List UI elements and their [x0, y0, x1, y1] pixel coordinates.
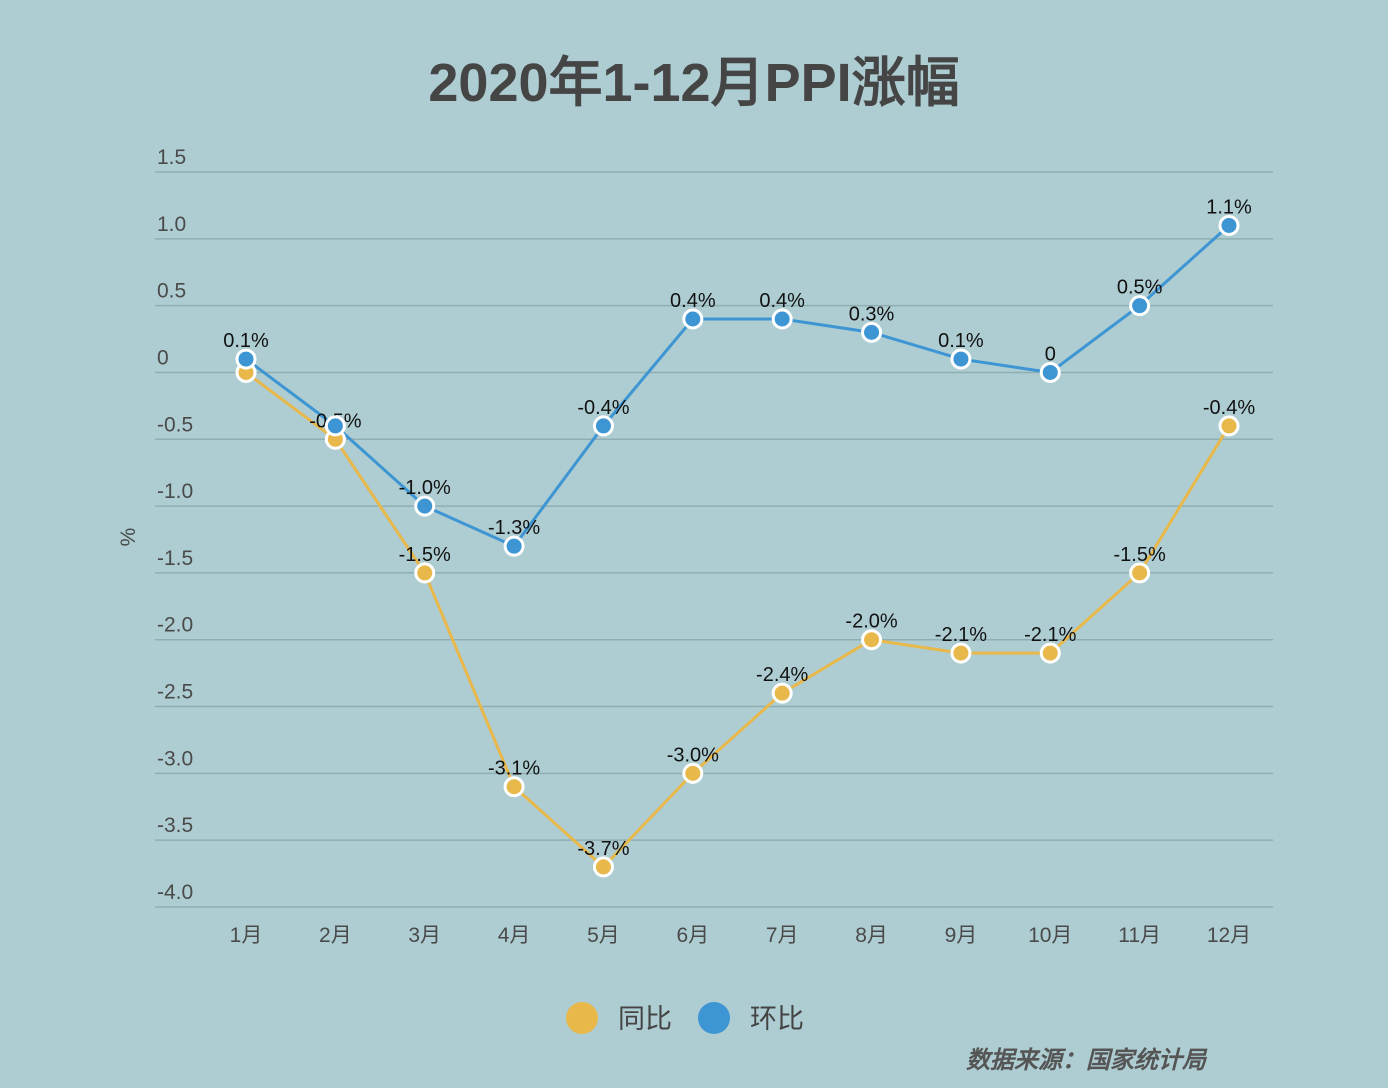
- data-point: [1129, 295, 1151, 317]
- data-point: [682, 762, 704, 784]
- x-tick-label: 4月: [498, 924, 531, 947]
- x-tick-label: 12月: [1207, 924, 1251, 947]
- data-point: [771, 682, 793, 704]
- x-tick-label: 8月: [855, 924, 888, 947]
- data-point: [414, 495, 436, 517]
- legend-marker: [566, 1002, 598, 1034]
- data-point: [592, 856, 614, 878]
- data-label: 0.4%: [670, 290, 716, 312]
- x-tick-label: 7月: [766, 924, 799, 947]
- data-point: [682, 308, 704, 330]
- data-point: [861, 321, 883, 343]
- y-tick-label: -4.0: [157, 881, 193, 904]
- data-point: [1129, 562, 1151, 584]
- x-tick-label: 5月: [587, 924, 620, 947]
- data-label: 0.4%: [759, 290, 805, 312]
- legend-label: 环比: [750, 1004, 804, 1034]
- y-tick-label: -0.5: [157, 413, 193, 436]
- data-label: -2.1%: [935, 624, 987, 646]
- data-label: 0.1%: [938, 330, 984, 352]
- y-tick-label: 0: [157, 346, 169, 369]
- x-tick-label: 10月: [1028, 924, 1072, 947]
- data-label: 0.1%: [223, 330, 269, 352]
- legend-label: 同比: [618, 1004, 672, 1034]
- data-label: -3.0%: [667, 744, 719, 766]
- data-point: [414, 562, 436, 584]
- data-label: -2.4%: [756, 664, 808, 686]
- data-label: -1.0%: [399, 477, 451, 499]
- x-tick-label: 6月: [676, 924, 709, 947]
- data-point: [1218, 415, 1240, 437]
- data-label: -2.1%: [1024, 624, 1076, 646]
- data-label: -0.4%: [1203, 397, 1255, 419]
- data-point: [503, 535, 525, 557]
- y-tick-label: -2.5: [157, 681, 193, 704]
- data-label: -1.5%: [399, 544, 451, 566]
- data-label: -0.4%: [577, 397, 629, 419]
- y-tick-label: 1.0: [157, 213, 186, 236]
- data-point: [1039, 642, 1061, 664]
- x-tick-label: 11月: [1118, 924, 1161, 947]
- data-label: 0: [1045, 343, 1056, 365]
- data-label: -3.7%: [577, 838, 629, 860]
- data-point: [503, 776, 525, 798]
- y-tick-label: 0.5: [157, 280, 186, 303]
- y-tick-label: -3.0: [157, 747, 193, 770]
- data-label: -1.3%: [488, 517, 540, 539]
- y-tick-label: -1.5: [157, 547, 193, 570]
- y-tick-label: 1.5: [157, 146, 186, 169]
- x-tick-label: 3月: [408, 924, 441, 947]
- data-point: [324, 415, 346, 437]
- series-line-同比: [245, 371, 1231, 869]
- data-point: [235, 348, 257, 370]
- source-note: 数据来源：国家统计局: [966, 1047, 1206, 1074]
- data-point: [950, 348, 972, 370]
- data-label: -2.0%: [845, 611, 897, 633]
- data-point: [771, 308, 793, 330]
- data-label: 0.5%: [1117, 277, 1163, 299]
- series-line-环比: [245, 224, 1231, 549]
- data-point: [861, 629, 883, 651]
- data-label: 1.1%: [1206, 196, 1252, 218]
- data-label: 0.3%: [849, 303, 895, 325]
- data-point: [592, 415, 614, 437]
- data-label: -1.5%: [1114, 544, 1166, 566]
- y-tick-label: -1.0: [157, 480, 193, 503]
- data-point: [950, 642, 972, 664]
- y-tick-label: -2.0: [157, 614, 193, 637]
- data-label: -3.1%: [488, 758, 540, 780]
- x-tick-label: 1月: [230, 924, 263, 947]
- y-tick-label: -3.5: [157, 814, 193, 837]
- data-point: [1218, 214, 1240, 236]
- legend-marker: [698, 1002, 730, 1034]
- y-axis-label: %: [117, 528, 140, 547]
- chart-title: 2020年1-12月PPI涨幅: [428, 53, 960, 113]
- x-tick-label: 2月: [319, 924, 352, 947]
- data-point: [1039, 361, 1061, 383]
- x-tick-label: 9月: [945, 924, 978, 947]
